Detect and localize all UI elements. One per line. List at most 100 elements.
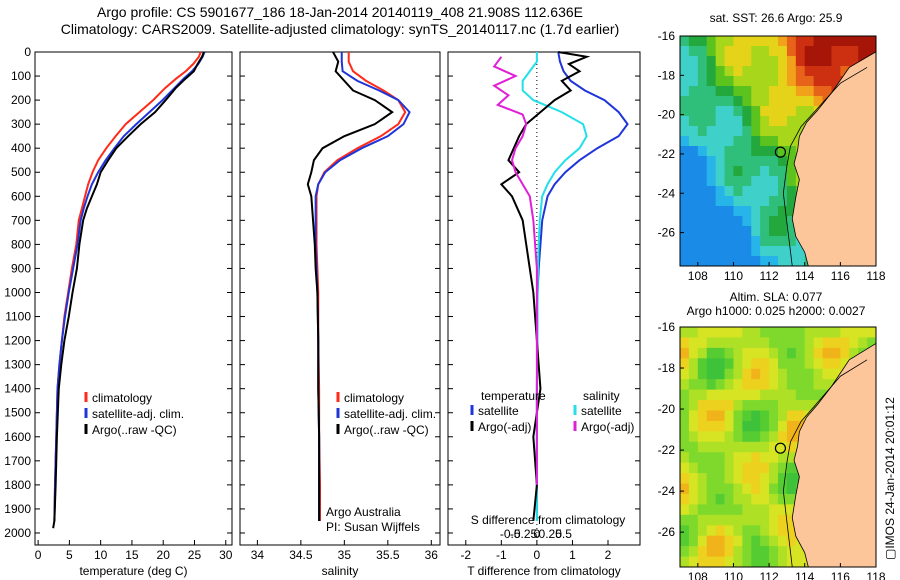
sst-map-cell [795,46,806,57]
sla-map-cell [760,535,770,547]
sla-map-cell [706,389,717,401]
sst-map-cell [778,126,788,137]
sla-map-cell [697,546,708,558]
sst-map-cell [786,126,797,137]
sst-map-cell [751,186,761,197]
sst-map-cell [813,56,824,67]
sst-map-cell [786,236,797,247]
sst-map-cell [715,56,726,67]
sla-map-cell [786,420,797,432]
sla-map-cell [680,514,690,526]
sst-map-cell [715,246,726,257]
sla-map-cell [760,358,770,370]
salinity-xtick-label: 35 [338,548,352,562]
temperature-series-argo-raw-qc- [52,51,205,529]
sst-map-cell [697,166,708,177]
sst-map-cell [724,36,734,47]
sst-map-cell [680,146,690,157]
sla-map-cell [751,389,761,401]
sst-map-cell [688,206,699,217]
sla-map-cell [751,358,761,370]
sla-map-title: Altim. SLA: 0.077 [730,290,823,304]
sst-map-cell [778,86,788,97]
sst-map-cell [786,86,797,97]
sst-map-cell [688,196,699,207]
sla-map-cell [751,535,761,547]
sst-map-cell [795,66,806,77]
sla-map-cell [858,327,868,338]
sst-map-cell [822,76,832,87]
sla-map-cell [795,410,806,422]
sst-map-lon-label: 118 [866,269,885,283]
sst-map-cell [688,246,699,257]
sst-map-cell [733,86,743,97]
sst-map-cell [680,156,690,167]
sst-map-cell [760,226,770,237]
sst-map-cell [733,196,743,207]
sla-map-cell [822,327,832,338]
sst-map-cell [769,176,779,187]
sla-map-cell [760,483,770,495]
sst-map-cell [724,96,734,107]
sla-map-cell [769,493,779,505]
depth-tick-label: 1800 [4,478,31,492]
sla-map-cell [769,379,779,391]
sst-map-cell [742,96,752,107]
sla-map-cell [742,389,752,401]
sst-map-cell [688,186,699,197]
sst-map-cell [706,216,717,227]
sst-map-cell [715,76,726,87]
sst-map-cell [724,66,734,77]
sst-map-cell [724,46,734,57]
sla-map-cell [697,337,708,349]
sla-map-cell [697,379,708,391]
sla-map-cell [680,368,690,380]
sst-map-cell [804,56,815,67]
sst-map-cell [858,36,868,47]
sst-map-cell [706,156,717,167]
sla-map-cell [760,368,770,380]
sla-map-cell [795,347,806,359]
sst-map-cell [724,176,734,187]
sla-map-cell [751,420,761,432]
sst-map-cell [697,156,708,167]
sla-map-cell [715,462,726,474]
sla-map-cell [786,347,797,359]
sst-map-cell [715,216,726,227]
sst-map-argo-marker [774,146,787,158]
sla-map-cell [778,493,788,505]
sst-map-cell [831,46,841,57]
sla-map-cell [688,462,699,474]
sst-map-cell [688,66,699,77]
sst-map-cell [724,226,734,237]
sla-map-cell [769,389,779,401]
sst-map-cell [697,146,708,157]
sla-map-cell [680,483,690,495]
sst-map-cell [706,226,717,237]
sla-map-cell [760,493,770,505]
sst-map-cell [715,36,726,47]
sla-map-cell [786,504,797,516]
sla-map-cell [715,525,726,537]
sla-map-cell [778,556,788,568]
depth-tick-label: 2000 [4,526,31,540]
sst-map-cell [742,226,752,237]
differences-xtick-label: -1 [496,548,507,562]
sst-map-cell [822,56,832,67]
temperature-xtick-label: 10 [94,548,108,562]
salinity-xtick-label: 35.5 [376,548,400,562]
sla-map-cell [706,514,717,526]
sla-map-cell [733,420,743,432]
sla-map-land [791,342,877,568]
sst-map-cell [706,106,717,117]
sst-map-cell [680,76,690,87]
sla-map-cell [795,379,806,391]
sla-map-cell [688,327,699,338]
sst-map-cell [751,196,761,207]
sla-map-cell [769,546,779,558]
sst-map-cell [867,36,877,47]
differences-xtick-label: 2 [605,548,612,562]
sla-map-cell [760,525,770,537]
pi-label: PI: Susan Wijffels [326,520,420,534]
sst-map-cell [742,176,752,187]
